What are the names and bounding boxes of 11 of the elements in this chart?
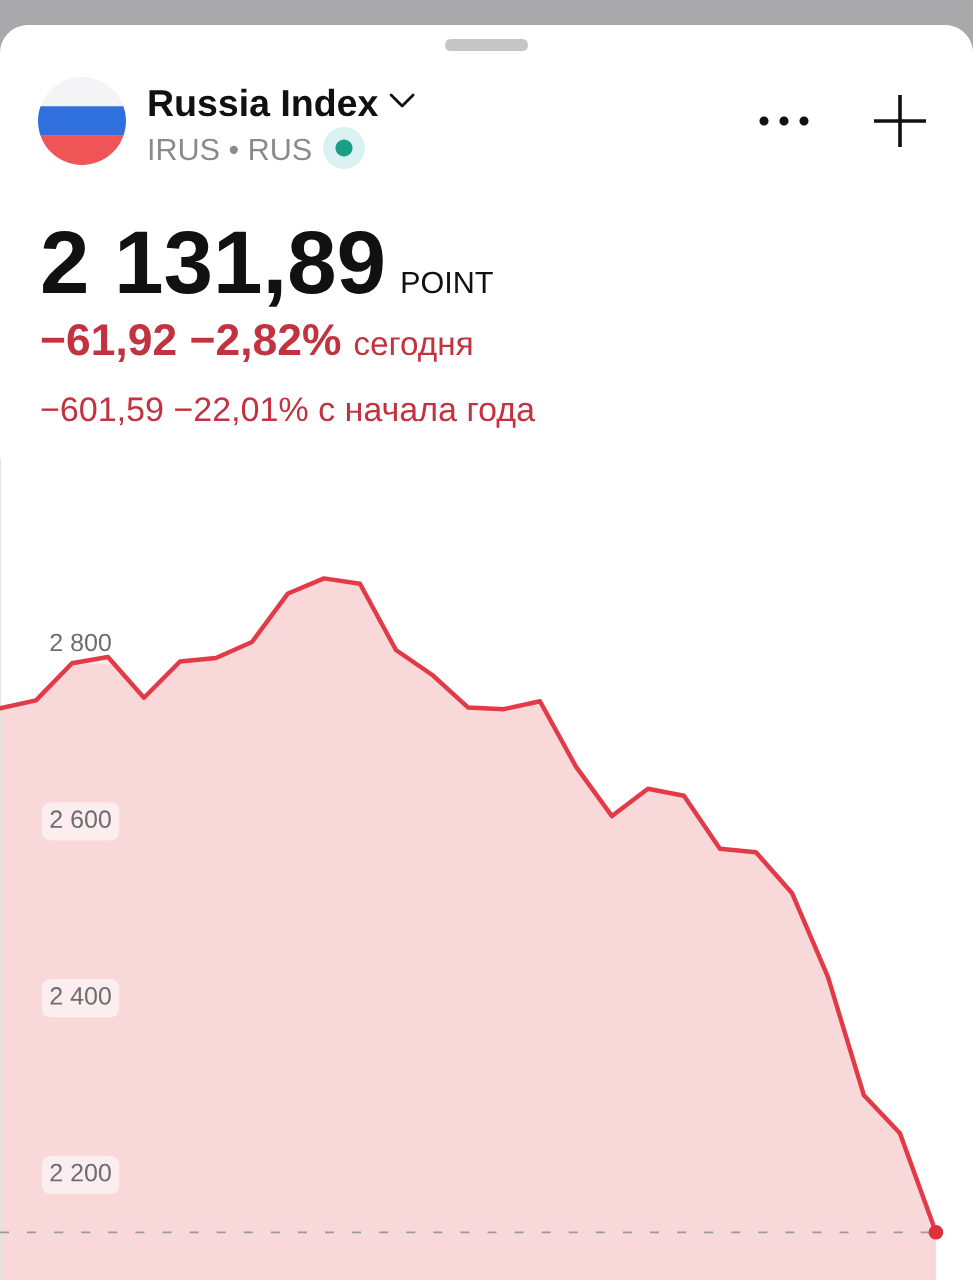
y-tick-label: 2 400 xyxy=(50,987,111,1005)
text: POINT xyxy=(402,271,493,294)
text: −601,59 −22,01% с начала года xyxy=(41,397,536,428)
text: −61,92 −2,82% xyxy=(41,323,341,362)
text: сегодня xyxy=(354,337,472,362)
y-tick-label: 2 200 xyxy=(50,1163,111,1182)
text: 2 131,89 xyxy=(43,230,383,307)
chart-title: Russia Index xyxy=(149,88,379,117)
y-tick-label: 2 800 xyxy=(50,633,111,652)
y-tick-label: 2 600 xyxy=(50,810,111,829)
chart-subtitle: IRUS • RUS xyxy=(149,138,311,161)
